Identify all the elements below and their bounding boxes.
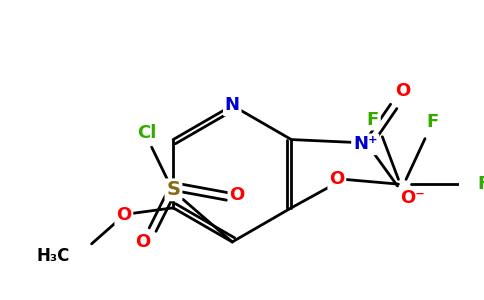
Text: S: S	[166, 180, 181, 199]
Text: Cl: Cl	[137, 124, 157, 142]
Text: O: O	[395, 82, 411, 100]
Text: H₃C: H₃C	[36, 247, 70, 265]
Text: N: N	[225, 96, 240, 114]
Text: F: F	[426, 112, 439, 130]
Text: O⁻: O⁻	[400, 189, 425, 207]
Text: O: O	[136, 233, 151, 251]
Text: F: F	[367, 111, 379, 129]
Text: O: O	[116, 206, 132, 224]
Text: O: O	[229, 186, 244, 204]
Text: N⁺: N⁺	[353, 135, 378, 153]
Text: O: O	[329, 170, 345, 188]
Text: F: F	[478, 175, 484, 193]
